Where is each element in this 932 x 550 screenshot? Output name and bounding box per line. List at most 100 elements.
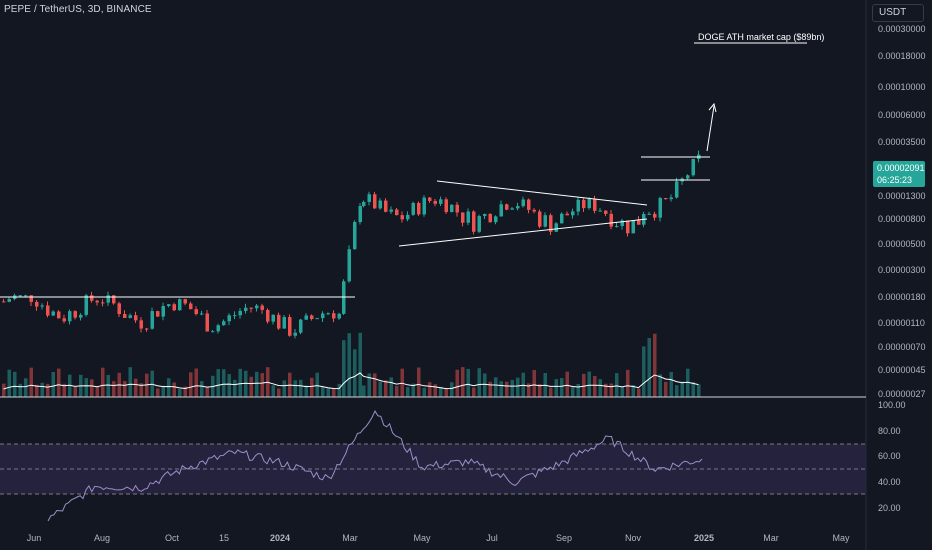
volume-bar [406, 387, 410, 397]
volume-bar [658, 374, 662, 397]
candle-body [299, 319, 303, 333]
volume-bar [697, 384, 701, 397]
candle-body [46, 305, 50, 316]
volume-bar [134, 378, 138, 397]
time-tick-label: Jul [486, 533, 498, 543]
candle-body [510, 208, 514, 210]
candle-body [373, 194, 377, 209]
candle-body [128, 315, 132, 318]
candle-body [669, 197, 673, 200]
volume-bar [40, 382, 44, 397]
rsi-panel[interactable]: 100.00 80.00 60.00 40.00 20.00 [0, 400, 906, 522]
time-axis-labels[interactable]: Jun Aug Oct 15 2024 Mar May Jul Sep Nov 2025 Mar May [27, 533, 850, 543]
candle-body [466, 211, 470, 223]
wedge-upper-line[interactable] [436, 180, 648, 206]
rsi-tick-label: 40.00 [878, 477, 901, 487]
candle-body [538, 211, 542, 227]
candle-body [653, 213, 657, 218]
candle-body [315, 318, 319, 320]
candle-body [304, 315, 308, 320]
candle-body [686, 175, 690, 179]
time-tick-label: May [832, 533, 850, 543]
volume-bar [576, 383, 580, 397]
candle-body [433, 200, 437, 204]
volume-bar [90, 379, 94, 397]
price-tick-label: 0.00000027 [878, 389, 926, 399]
volume-bar [244, 370, 248, 397]
candle-body [417, 202, 421, 215]
price-tick-label: 0.00030000 [878, 24, 926, 34]
volume-bar [527, 383, 531, 397]
candle-body [57, 311, 61, 319]
candle-body [527, 199, 531, 210]
time-tick-label: Nov [625, 533, 642, 543]
volume-bar [200, 381, 204, 397]
candle-body [565, 213, 569, 216]
candle-body [150, 311, 154, 329]
candle-body [615, 225, 619, 227]
volume-bar [7, 369, 11, 397]
volume-bar [422, 387, 426, 397]
volume-bar [183, 386, 187, 397]
volume-bar [505, 381, 509, 397]
candle-body [178, 299, 182, 311]
volume-bar [609, 383, 613, 397]
volume-bar [384, 380, 388, 397]
candle-body [395, 209, 399, 216]
volume-bar [161, 385, 165, 397]
candle-body [378, 200, 382, 209]
volume-bar [194, 368, 198, 397]
price-tick-label: 0.00000500 [878, 239, 926, 249]
volume-bar [680, 381, 684, 397]
rsi-tick-label: 20.00 [878, 503, 901, 513]
volume-bar [57, 368, 61, 397]
candle-body [620, 220, 624, 226]
volume-bar [647, 338, 651, 397]
volume-bar [321, 386, 325, 397]
volume-bar [347, 333, 351, 397]
volume-bar [604, 383, 608, 397]
annotation-text[interactable]: DOGE ATH market cap ($89bn) [698, 32, 824, 42]
candle-body [40, 305, 44, 307]
time-tick-label: 15 [219, 533, 229, 543]
candle-body [384, 200, 388, 212]
volume-bar [664, 381, 668, 397]
volume-bar [216, 369, 220, 397]
time-tick-label: Mar [763, 533, 779, 543]
candle-body [353, 222, 357, 250]
candle-body [455, 204, 459, 213]
volume-bar [444, 388, 448, 397]
candle-body [488, 214, 492, 223]
volume-bar [461, 367, 465, 397]
volume-bar [342, 340, 346, 397]
rsi-tick-label: 80.00 [878, 426, 901, 436]
symbol-header[interactable]: PEPE / TetherUS, 3D, BINANCE [4, 4, 152, 15]
candle-body [227, 315, 231, 322]
projection-arrow[interactable] [706, 105, 715, 152]
candle-body [406, 214, 410, 220]
candle-body [428, 197, 432, 201]
wedge-lower-line[interactable] [398, 218, 648, 247]
volume-bar [691, 382, 695, 397]
volume-bar [669, 372, 673, 397]
currency-button[interactable]: USDT [872, 4, 924, 22]
volume-bar [233, 379, 237, 397]
volume-bar [123, 381, 127, 397]
volume-bar [428, 382, 432, 397]
candle-body [106, 295, 110, 303]
volume-bar [227, 374, 231, 397]
candle-body [664, 198, 668, 200]
candle-body [161, 306, 165, 317]
volume-bar [477, 368, 481, 397]
candle-body [29, 295, 33, 302]
volume-bar [35, 384, 39, 397]
candle-body [216, 325, 220, 332]
volume-bar [299, 379, 303, 397]
volume-bar [571, 387, 575, 397]
volume-bar [653, 333, 657, 397]
volume-bar [411, 383, 415, 397]
trendline-drawings[interactable] [0, 42, 807, 298]
candle-body [626, 220, 630, 234]
